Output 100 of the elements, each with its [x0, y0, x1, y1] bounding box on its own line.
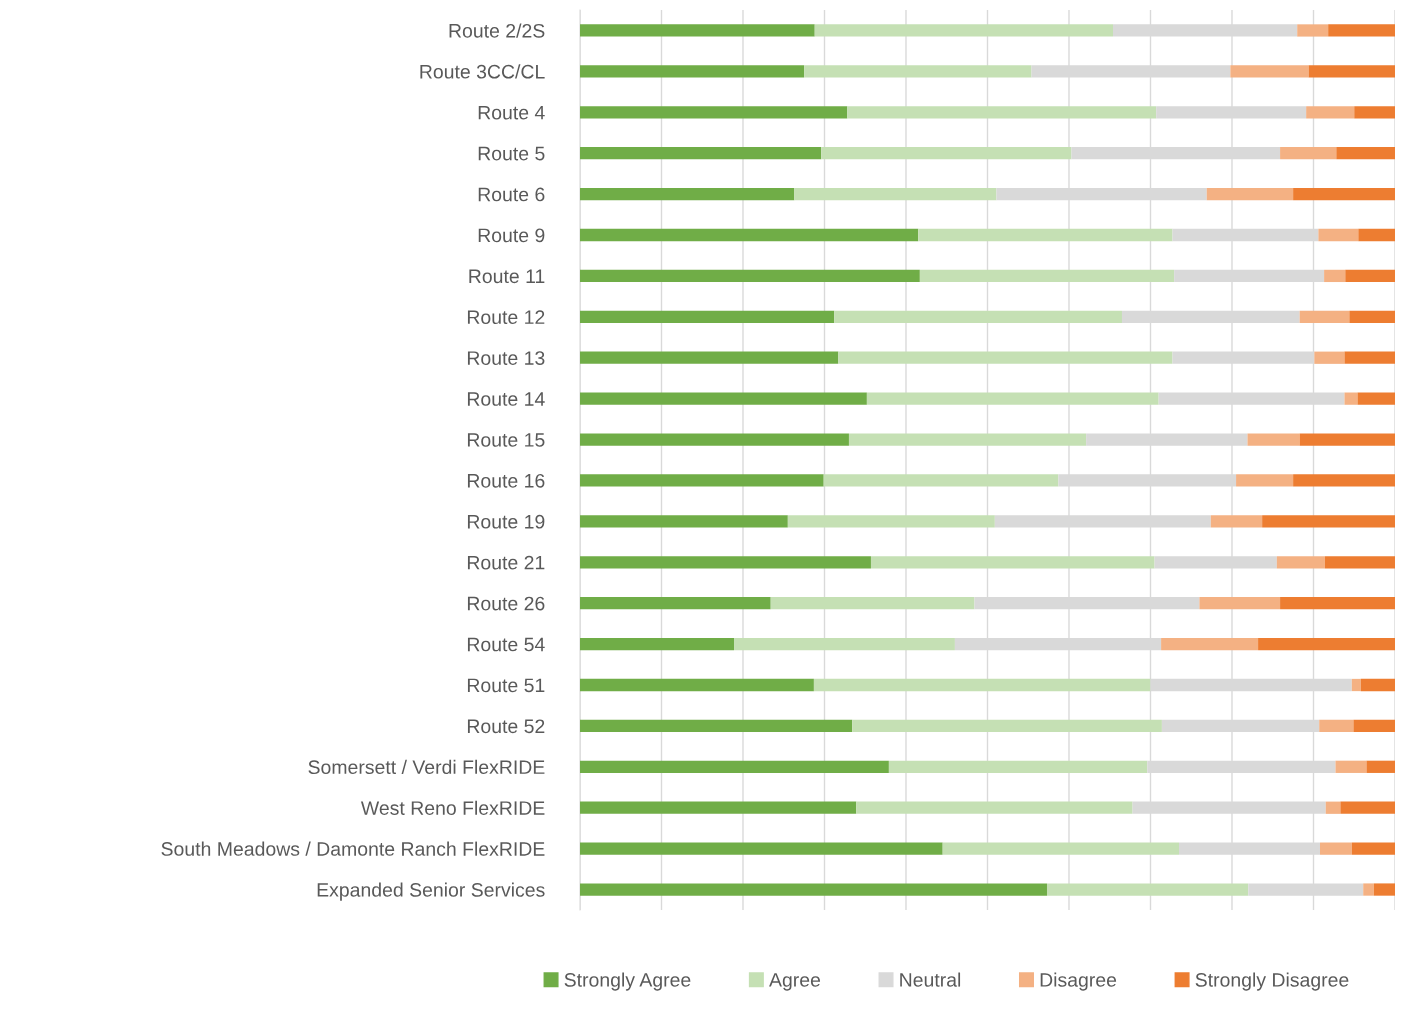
bar: [821, 147, 1072, 160]
bar: [1280, 147, 1337, 160]
bar: [1247, 433, 1300, 446]
bar: [1358, 228, 1395, 242]
bar: [1236, 474, 1294, 487]
bar: [1306, 106, 1355, 119]
y-tick-label: Somersett / Verdi FlexRIDE: [308, 759, 545, 775]
bar: [1351, 842, 1395, 855]
bar: [1293, 187, 1395, 201]
y-tick-label: Route 21: [467, 555, 545, 570]
bar: [1047, 883, 1249, 896]
y-tick-label: Route 51: [467, 678, 545, 693]
y-tick-label: Route 13: [467, 351, 545, 365]
bar: [1206, 187, 1294, 201]
y-tick-label: Route 15: [467, 433, 545, 447]
bar: [1276, 556, 1325, 569]
bar: [580, 637, 735, 651]
bar: [580, 228, 919, 242]
bar: [1318, 228, 1359, 242]
y-tick-label: South Meadows / Damonte Ranch FlexRIDE: [161, 841, 545, 856]
bar: [787, 515, 995, 528]
y-tick-label: Expanded Senior Services: [317, 882, 545, 901]
bar: [580, 187, 795, 201]
bar: [1340, 801, 1395, 814]
bar: [580, 106, 848, 119]
y-tick-label: West Reno FlexRIDE: [360, 800, 545, 815]
bar: [1336, 147, 1395, 160]
bar: [1293, 474, 1395, 487]
bar: [580, 760, 889, 773]
legend-label: Agree: [769, 973, 821, 991]
bar: [580, 433, 849, 446]
bar: [1345, 269, 1395, 283]
bar: [1258, 637, 1395, 651]
bar: [823, 474, 1059, 487]
bar: [1360, 678, 1395, 692]
bar: [1230, 65, 1309, 78]
y-tick-label: Route 3CC/CL: [420, 64, 545, 79]
bar: [580, 842, 943, 855]
bar: [1373, 883, 1395, 896]
bar: [580, 719, 853, 733]
bar: [770, 597, 975, 610]
y-tick-label: Route 54: [467, 637, 545, 652]
bar: [942, 842, 1180, 855]
bar: [1335, 760, 1367, 773]
y-tick-label: Route 11: [469, 269, 545, 284]
y-tick-label: Route 26: [467, 596, 545, 611]
bar: [838, 351, 1173, 364]
bar: [580, 883, 1047, 896]
bar: [919, 269, 1175, 283]
bar: [1363, 883, 1374, 896]
bar: [1366, 760, 1395, 773]
bar: [580, 392, 867, 405]
bar: [580, 556, 871, 569]
bar: [1349, 310, 1395, 323]
bar: [580, 147, 822, 160]
bar: [580, 310, 835, 323]
bar: [852, 719, 1162, 733]
bar: [1314, 351, 1345, 364]
bar: [1299, 433, 1395, 446]
bar: [580, 678, 814, 692]
bar: [734, 637, 955, 651]
y-tick-label: Route 5: [478, 146, 545, 161]
bar: [1319, 719, 1354, 733]
bar: [1324, 556, 1395, 569]
y-tick-label: Route 6: [478, 187, 545, 202]
bar: [1351, 678, 1361, 692]
legend-label: Disagree: [1040, 972, 1117, 991]
bar: [580, 515, 788, 528]
y-tick-label: Route 14: [467, 392, 545, 406]
bar: [1344, 351, 1395, 364]
bar: [1353, 719, 1395, 733]
bar: [580, 801, 857, 814]
bar: [1297, 24, 1329, 37]
legend-label: Strongly Disagree: [1195, 972, 1349, 991]
bar: [580, 351, 839, 364]
bar: [1210, 515, 1263, 528]
bar: [1344, 392, 1358, 405]
y-tick-label: Route 16: [467, 473, 545, 488]
bar: [1280, 597, 1395, 610]
bar: [918, 228, 1173, 242]
y-tick-label: Route 2/2S: [449, 23, 545, 38]
bar: [888, 760, 1148, 773]
bar: [794, 187, 997, 201]
y-tick-label: Route 4: [478, 105, 545, 120]
legend-label: Strongly Agree: [564, 972, 691, 991]
bar: [1299, 310, 1350, 323]
bar: [1325, 801, 1341, 814]
bar: [580, 269, 920, 283]
bar: [1328, 24, 1395, 37]
bar: [834, 310, 1122, 323]
bar: [814, 24, 1114, 37]
bar: [848, 433, 1087, 446]
y-tick-label: Route 52: [467, 719, 545, 734]
bar: [1161, 637, 1259, 651]
y-tick-label: Route 12: [467, 310, 545, 325]
bar: [1354, 106, 1395, 119]
bar: [1324, 269, 1346, 283]
bar: [804, 65, 1032, 78]
bar: [813, 678, 1151, 692]
bar: [580, 24, 815, 37]
